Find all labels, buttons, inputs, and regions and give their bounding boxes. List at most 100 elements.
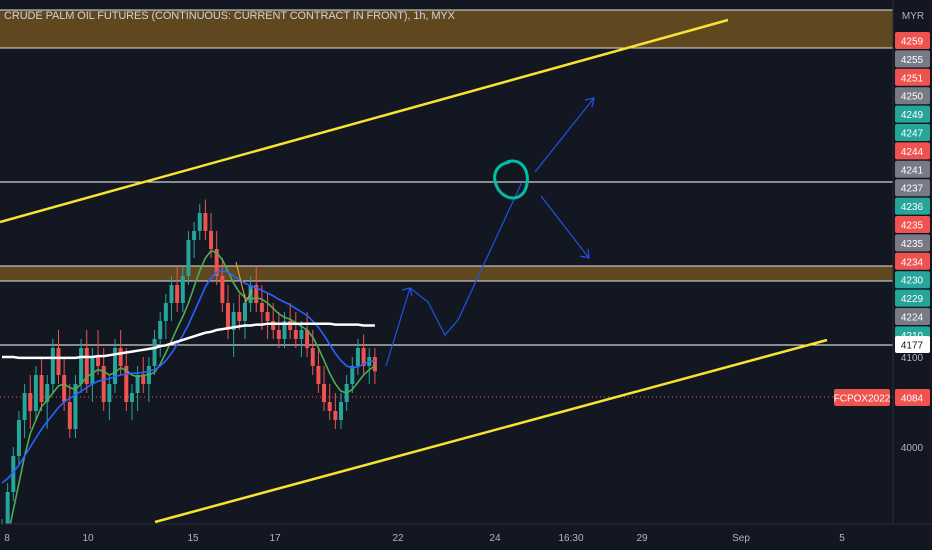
candle-body <box>355 348 360 366</box>
symbol-badge <box>834 389 890 406</box>
projection-up-arrow[interactable] <box>534 97 595 173</box>
price-badge-bg <box>895 50 930 68</box>
candle-body <box>45 384 50 402</box>
time-tick-label: 8 <box>4 533 10 544</box>
symbol-badge-label: FCPOX2022 <box>834 394 891 405</box>
price-badge-bg <box>895 68 930 86</box>
price-badge-bg <box>895 252 930 270</box>
candle-body <box>214 249 219 276</box>
price-badge: 4247 <box>895 124 930 141</box>
last-price-badge <box>895 389 930 406</box>
candle-body <box>276 330 281 339</box>
candle-body <box>33 375 38 411</box>
price-badge: 4235 <box>895 234 930 252</box>
candle-body <box>67 402 72 429</box>
price-badge-label: 4241 <box>901 165 924 176</box>
price-badge: 4234 <box>895 252 930 270</box>
candle-body <box>11 456 16 492</box>
candle-body <box>305 330 310 348</box>
channel-upper-line[interactable] <box>0 18 729 224</box>
candle-body <box>350 366 355 384</box>
candle-body <box>101 366 106 402</box>
projection-down-arrow[interactable] <box>540 195 590 259</box>
price-badge-label: 4255 <box>901 55 924 66</box>
price-badge: 4241 <box>895 160 930 178</box>
price-badge-bg <box>895 308 930 325</box>
candle-body <box>56 348 61 375</box>
chart-title: CRUDE PALM OIL FUTURES (CONTINUOUS: CURR… <box>4 10 455 22</box>
candle-body <box>5 492 10 528</box>
zone-2[interactable] <box>0 266 893 281</box>
candle-body <box>73 384 78 429</box>
candle-body <box>62 375 67 402</box>
time-tick-label: 29 <box>636 533 648 544</box>
price-badge-bg <box>895 142 930 160</box>
candle-body <box>163 303 168 321</box>
price-badge: 4224 <box>895 308 930 325</box>
price-badge-label: 4236 <box>901 202 924 213</box>
price-axis[interactable]: 390040004100 425942554251425042494247424… <box>892 0 932 544</box>
price-badge-bg <box>895 234 930 252</box>
moving-averages <box>1 249 376 550</box>
last-price-marker: FCPOX2022 4084 <box>834 389 930 406</box>
time-tick-label: Sep <box>732 533 750 544</box>
highlight-circle[interactable] <box>493 159 529 200</box>
candle-body <box>39 375 44 402</box>
price-badge-bg <box>895 160 930 178</box>
candle-body <box>135 375 140 393</box>
price-badge-label: 4224 <box>901 313 924 324</box>
user-drawings[interactable] <box>235 97 595 367</box>
price-badge: 4244 <box>895 142 930 160</box>
price-badge: 4250 <box>895 87 930 105</box>
candle-body <box>90 357 95 384</box>
price-badge-bg <box>895 179 930 197</box>
candle-body <box>310 348 315 366</box>
price-badge: 4255 <box>895 50 930 68</box>
candle-body <box>197 213 202 231</box>
price-badge-bg <box>895 271 930 289</box>
price-badge-bg <box>895 32 930 49</box>
price-badge: 4259 <box>895 32 930 49</box>
channel-lower-line[interactable] <box>154 338 828 524</box>
price-badge: 4229 <box>895 289 930 307</box>
price-badge-bg <box>895 105 930 123</box>
price-badge: 4251 <box>895 68 930 86</box>
candle-body <box>333 411 338 420</box>
moving-average-ma_fast <box>2 249 376 550</box>
price-badge-label: 4251 <box>901 73 924 84</box>
time-axis[interactable]: 8 10 15 17 22 24 16:30 29 Sep 5 <box>0 523 932 550</box>
candle-body <box>209 231 214 249</box>
time-tick-label: 22 <box>392 533 404 544</box>
price-badge-label: 4249 <box>901 110 924 121</box>
candle-body <box>327 402 332 411</box>
price-badge: 4236 <box>895 197 930 215</box>
candle-body <box>265 312 270 321</box>
price-badge-label: 4229 <box>901 294 924 305</box>
candle-body <box>316 366 321 384</box>
price-badges: 4259 4255 4251 4250 4249 4247 4244 4241 4237 4236… <box>895 32 930 353</box>
candle-body <box>186 240 191 276</box>
time-tick-label: 17 <box>269 533 281 544</box>
candle-body <box>271 321 276 330</box>
price-badge-label: 4237 <box>901 184 924 195</box>
price-tick-label: 4100 <box>901 353 924 364</box>
price-badge-label: 4247 <box>901 129 924 140</box>
candle-body <box>16 420 21 456</box>
trend-channel[interactable] <box>0 18 828 524</box>
candle-body <box>231 312 236 330</box>
candle-body <box>282 321 287 339</box>
candle-body <box>129 393 134 402</box>
candle-body <box>220 276 225 303</box>
price-badge-bg <box>895 336 930 353</box>
arrowhead-down <box>579 248 590 259</box>
candle-body <box>299 330 304 339</box>
candle-body <box>248 285 253 303</box>
moving-average-ma_mid <box>1 269 376 484</box>
candle-body <box>293 330 298 339</box>
candle-body <box>28 393 33 411</box>
candle-body <box>84 348 89 384</box>
zone-1[interactable] <box>0 10 893 48</box>
projection-path[interactable] <box>385 181 523 367</box>
price-badge-label: 4235 <box>901 239 924 250</box>
